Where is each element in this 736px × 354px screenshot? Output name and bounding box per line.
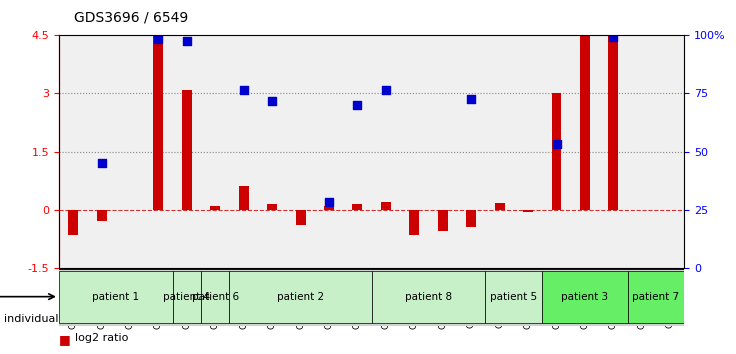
Bar (438, 210, 447, 231)
Point (238, 87, 250, 92)
Bar (495, 202, 505, 210)
FancyBboxPatch shape (230, 270, 372, 323)
Point (607, 34, 619, 40)
Text: patient 4: patient 4 (163, 292, 210, 302)
Text: patient 3: patient 3 (562, 292, 609, 302)
Bar (68, 210, 78, 235)
Bar (381, 202, 391, 210)
Point (96, 160, 107, 166)
FancyBboxPatch shape (173, 270, 201, 323)
Bar (296, 210, 305, 225)
Bar (609, 35, 618, 210)
Text: GDS3696 / 6549: GDS3696 / 6549 (74, 11, 188, 25)
Text: patient 5: patient 5 (490, 292, 537, 302)
Bar (466, 210, 476, 227)
FancyBboxPatch shape (372, 270, 486, 323)
FancyBboxPatch shape (542, 270, 628, 323)
Bar (324, 206, 334, 210)
FancyBboxPatch shape (201, 270, 230, 323)
Point (152, 36, 164, 42)
Text: patient 2: patient 2 (277, 292, 324, 302)
Bar (409, 210, 420, 235)
Bar (238, 186, 249, 210)
Point (323, 199, 335, 205)
FancyBboxPatch shape (628, 270, 684, 323)
Point (352, 102, 364, 108)
Bar (353, 204, 362, 210)
Point (465, 96, 477, 102)
Bar (153, 35, 163, 210)
Bar (210, 206, 220, 210)
Bar (96, 210, 107, 221)
Text: patient 6: patient 6 (191, 292, 239, 302)
Text: patient 7: patient 7 (632, 292, 679, 302)
Bar (523, 210, 533, 211)
Text: patient 8: patient 8 (405, 292, 452, 302)
Point (266, 98, 278, 104)
Text: log2 ratio: log2 ratio (74, 333, 128, 343)
Text: ■: ■ (59, 333, 71, 346)
Bar (182, 90, 192, 210)
FancyBboxPatch shape (59, 270, 173, 323)
Bar (580, 35, 590, 210)
Point (380, 87, 392, 92)
Point (181, 38, 193, 44)
Bar (267, 204, 277, 210)
FancyBboxPatch shape (486, 270, 542, 323)
Point (551, 141, 562, 147)
Text: individual: individual (4, 314, 58, 324)
Text: patient 1: patient 1 (92, 292, 139, 302)
Bar (551, 93, 562, 210)
